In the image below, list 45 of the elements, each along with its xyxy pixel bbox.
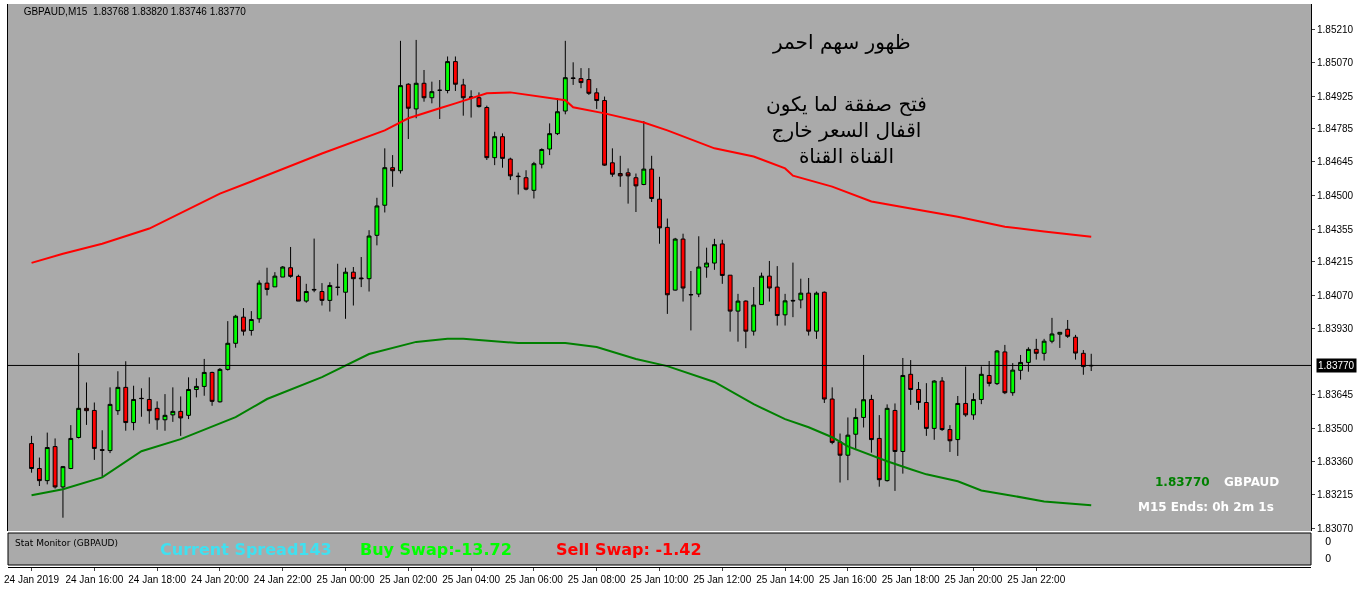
text: Sell Swap: -1.42 [556,540,702,559]
x-tick-label: 25 Jan 06:00 [505,574,564,585]
annotation: GBPAUD [1224,475,1280,489]
y-tick-label: 1.84355 [1317,223,1354,235]
text: 0 [1325,553,1332,564]
y-tick-label: 1.84070 [1317,289,1354,301]
x-tick-label: 25 Jan 14:00 [756,574,815,585]
chart-title: GBPAUD,M15 1.83768 1.83820 1.83746 1.83770 [23,5,247,17]
x-tick-label: 25 Jan 16:00 [818,574,878,585]
y-tick-label: 1.84785 [1317,123,1354,135]
y-tick-label: 1.84500 [1317,189,1354,201]
y-tick-label: 1.84925 [1317,90,1354,102]
x-tick-label: 24 Jan 20:00 [191,574,250,585]
x-tick-label: 25 Jan 18:00 [881,574,941,585]
ref-line-label: 1.83770 [1318,360,1355,371]
x-tick-label: 24 Jan 18:00 [128,574,187,585]
y-tick-label: 1.83645 [1317,389,1354,401]
x-tick-label: 24 Jan 2019 [4,574,60,585]
y-tick-label: 1.83215 [1317,489,1354,501]
y-tick-label: 1.83070 [1317,523,1354,535]
text: Current Spread143 [160,540,332,559]
x-tick-label: 25 Jan 08:00 [567,574,627,585]
y-tick-label: 1.83360 [1317,455,1354,467]
x-tick-label: 25 Jan 20:00 [944,574,1003,585]
annotation: ظهور سهم احمر [772,30,911,54]
x-tick-label: 25 Jan 10:00 [630,574,689,585]
x-tick-label: 24 Jan 16:00 [65,574,124,585]
x-tick-label: 24 Jan 22:00 [253,574,313,585]
text: 0 [1325,536,1332,547]
annotation: M15 Ends: 0h 2m 1s [1138,500,1274,514]
annotation: فتح صفقة لما يكون اقفال السعر خارج القناة القناة [766,92,927,168]
x-tick-label: 25 Jan 22:00 [1007,574,1066,585]
text: Stat Monitor (GBPAUD) [15,538,118,548]
x-tick-label: 25 Jan 02:00 [379,574,438,585]
y-tick-label: 1.84215 [1317,256,1354,268]
y-tick-label: 1.85210 [1317,24,1354,36]
text: Buy Swap:-13.72 [360,540,512,559]
y-tick-label: 1.83500 [1317,422,1354,434]
x-tick-label: 25 Jan 12:00 [693,574,752,585]
y-tick-label: 1.84645 [1317,155,1354,167]
y-tick-label: 1.85070 [1317,56,1354,68]
y-tick-label: 1.83930 [1317,322,1354,334]
annotation: 1.83770 [1155,475,1210,489]
x-tick-label: 25 Jan 00:00 [316,574,375,585]
x-tick-label: 25 Jan 04:00 [442,574,501,585]
